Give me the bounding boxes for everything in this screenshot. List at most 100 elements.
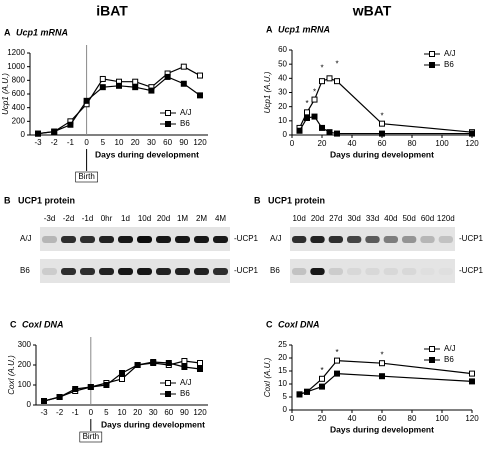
x-tick-label: 20 <box>318 414 327 423</box>
marker <box>132 78 139 85</box>
x-tick-label: -3 <box>40 408 48 417</box>
marker <box>99 75 106 82</box>
marker <box>164 73 171 80</box>
marker <box>311 113 318 120</box>
x-tick-label: 60 <box>378 139 387 148</box>
x-tick-label: 10 <box>115 138 124 147</box>
band <box>156 236 171 243</box>
band <box>42 268 57 275</box>
marker <box>180 63 187 70</box>
x-tick-label: 60 <box>378 414 387 423</box>
marker <box>334 78 340 85</box>
band <box>292 236 307 243</box>
x-tick-label: 0 <box>84 138 89 147</box>
marker <box>56 394 63 400</box>
band <box>118 268 133 275</box>
band-label: -UCP1 <box>234 266 259 275</box>
lane-label: 2M <box>196 214 207 223</box>
chart-title: Ucp1 mRNA <box>278 24 330 34</box>
band <box>61 268 76 275</box>
marker <box>35 130 41 137</box>
column-header: wBAT <box>352 3 392 19</box>
birth-box <box>79 431 103 443</box>
row-label: B6 <box>20 266 30 275</box>
band <box>365 236 380 243</box>
x-tick-label: 80 <box>408 414 417 423</box>
x-tick-label: 90 <box>179 138 188 147</box>
band <box>420 236 435 243</box>
x-axis-label: Days during development <box>101 419 205 429</box>
band <box>156 268 171 275</box>
annotation: * <box>335 59 338 68</box>
band <box>438 236 453 243</box>
y-axis-label: CoxI (A.U.) <box>7 355 16 395</box>
lane-label: 120d <box>437 214 455 223</box>
lane-label: 10d <box>292 214 305 223</box>
legend-label: A/J <box>444 49 456 58</box>
y-tick-label: 10 <box>278 379 287 388</box>
band <box>365 268 380 275</box>
y-tick-label: 600 <box>12 89 26 98</box>
y-tick-label: 20 <box>278 353 287 362</box>
series-line <box>298 77 473 133</box>
marker <box>311 96 318 103</box>
legend-label: B6 <box>180 389 190 398</box>
lane-label: 33d <box>366 214 379 223</box>
x-axis-label: Days during development <box>95 149 199 159</box>
x-tick-label: 120 <box>465 414 479 423</box>
x-tick-label: 20 <box>133 408 142 417</box>
series-line <box>299 359 473 395</box>
band <box>42 236 57 243</box>
lane-label: -2d <box>63 214 75 223</box>
marker <box>197 366 203 372</box>
x-tick-label: 100 <box>435 414 449 423</box>
x-tick-label: -2 <box>51 138 59 147</box>
x-tick-label: 90 <box>180 408 189 417</box>
blot-title: UCP1 protein <box>18 195 75 205</box>
band-label: -UCP1 <box>459 266 484 275</box>
panel-label: A <box>266 24 273 34</box>
marker <box>469 130 475 137</box>
band <box>347 268 362 275</box>
annotation: * <box>305 99 308 108</box>
marker <box>319 375 325 382</box>
series-line <box>299 372 473 395</box>
marker <box>469 378 475 385</box>
series-line <box>298 115 472 135</box>
y-tick-label: 800 <box>12 75 26 84</box>
marker <box>83 97 90 104</box>
band <box>175 236 190 243</box>
x-tick-label: 60 <box>164 408 173 417</box>
legend-marker <box>429 51 435 57</box>
band <box>383 236 398 243</box>
marker <box>334 130 340 137</box>
band <box>137 268 152 275</box>
legend-label: A/J <box>180 108 192 117</box>
lane-label: 20d <box>157 214 170 223</box>
band <box>328 268 343 275</box>
annotation: Birth <box>78 172 94 181</box>
marker <box>132 84 139 91</box>
annotation: * <box>313 88 316 97</box>
y-tick-label: 1000 <box>7 62 25 71</box>
y-tick-label: 200 <box>18 360 32 369</box>
marker <box>116 82 122 89</box>
legend-marker <box>429 62 435 68</box>
lane-label: 27d <box>329 214 342 223</box>
marker <box>87 384 94 390</box>
x-tick-label: -2 <box>56 408 64 417</box>
y-tick-label: 400 <box>12 103 26 112</box>
y-tick-label: 10 <box>278 116 287 125</box>
chart-title: Ucp1 mRNA <box>16 27 68 37</box>
legend-marker <box>165 391 171 397</box>
panel-label: A <box>4 27 11 37</box>
chart-title: CoxI DNA <box>278 319 320 329</box>
x-tick-label: 5 <box>104 408 109 417</box>
marker <box>296 391 303 398</box>
legend-marker <box>429 346 435 352</box>
lane-label: -1d <box>82 214 94 223</box>
x-axis-label: Days during development <box>330 424 434 434</box>
marker <box>469 370 475 377</box>
band <box>99 236 114 243</box>
marker <box>319 124 325 131</box>
